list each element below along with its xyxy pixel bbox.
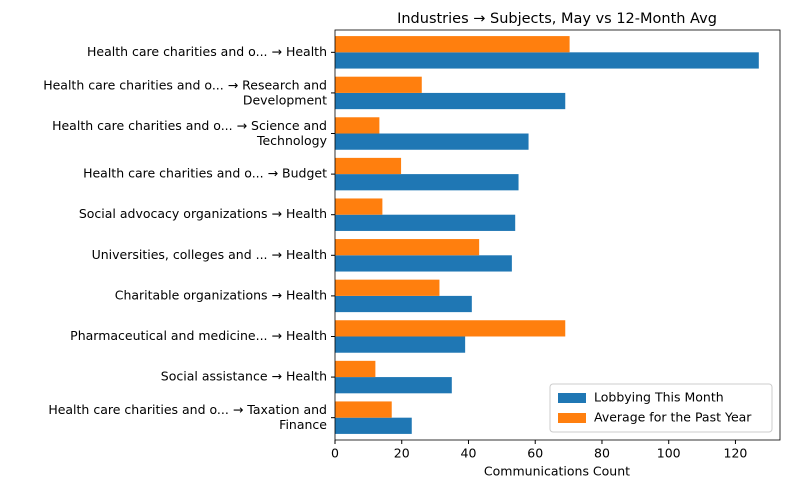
bar xyxy=(335,401,392,418)
bar xyxy=(335,36,570,53)
y-tick-label: Health care charities and o... → Science… xyxy=(52,118,327,148)
bar xyxy=(335,417,412,434)
y-tick-label: Social assistance → Health xyxy=(161,369,327,384)
x-tick-label: 60 xyxy=(527,446,543,461)
x-tick-label: 80 xyxy=(594,446,610,461)
bar xyxy=(335,198,383,215)
bar xyxy=(335,214,516,231)
y-tick-label: Health care charities and o... → Researc… xyxy=(43,77,327,107)
legend: Lobbying This Month Average for the Past … xyxy=(549,383,773,433)
y-tick-label: Social advocacy organizations → Health xyxy=(79,206,327,221)
bar xyxy=(335,360,376,378)
bar xyxy=(335,174,519,191)
bar xyxy=(335,377,452,394)
legend-label: Average for the Past Year xyxy=(594,410,752,425)
x-tick-label: 40 xyxy=(461,446,477,461)
bar xyxy=(335,320,566,337)
bar xyxy=(335,52,759,69)
y-tick-label: Charitable organizations → Health xyxy=(115,287,327,302)
bar xyxy=(335,239,480,256)
x-tick-label: 20 xyxy=(394,446,410,461)
bar xyxy=(335,336,466,353)
bar xyxy=(335,279,440,296)
bar xyxy=(335,92,566,110)
bar xyxy=(335,157,402,175)
chart-title: Industries → Subjects, May vs 12-Month A… xyxy=(397,11,717,27)
legend-swatch xyxy=(558,393,586,403)
x-tick-label: 120 xyxy=(724,446,748,461)
legend-box xyxy=(549,383,773,433)
y-tick-label: Universities, colleges and ... → Health xyxy=(92,247,327,262)
bar xyxy=(335,255,512,272)
x-axis-label: Communications Count xyxy=(484,464,630,479)
bar xyxy=(335,133,529,150)
y-tick-label: Health care charities and o... → Budget xyxy=(83,166,327,181)
bar xyxy=(335,117,380,134)
x-tick-label: 0 xyxy=(331,446,339,461)
y-tick-label: Health care charities and o... → Taxatio… xyxy=(48,402,327,432)
plot-frame xyxy=(334,29,781,441)
x-tick-label: 100 xyxy=(657,446,681,461)
legend-swatch xyxy=(558,413,586,423)
bar xyxy=(335,295,472,313)
y-tick-label: Pharmaceutical and medicine... → Health xyxy=(70,328,327,343)
bar xyxy=(335,76,422,93)
y-tick-label: Health care charities and o... → Health xyxy=(87,44,327,59)
legend-label: Lobbying This Month xyxy=(594,390,724,405)
